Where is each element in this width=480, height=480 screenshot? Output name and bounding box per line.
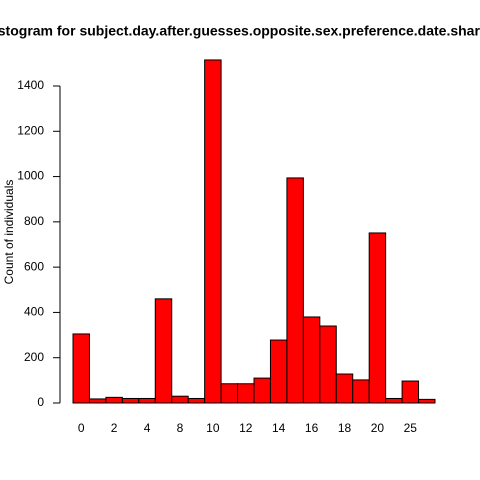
x-tick-label: 14 [272,421,286,435]
bar [138,397,156,404]
y-tick-label: 1400 [17,78,44,92]
bar [237,383,255,404]
bar [319,325,337,404]
chart-title: Histogram for subject.day.after.guesses.… [0,23,480,39]
bar [171,395,189,404]
x-tick-label: 0 [78,421,85,435]
bar [220,383,239,404]
bar [302,316,321,404]
x-tick-label: 16 [305,421,319,435]
x-tick-label: 18 [338,421,352,435]
x-tick-label: 20 [371,421,385,435]
bar [253,377,271,404]
y-tick-label: 1000 [17,169,44,183]
y-tick-label: 0 [37,395,44,409]
y-tick-label: 200 [24,350,44,364]
y-axis-label: Count of individuals [2,180,16,285]
bar [72,333,90,404]
y-tick-label: 600 [24,259,44,273]
bar [286,177,304,404]
bar [385,397,403,404]
bar [121,397,140,404]
bar [352,379,370,404]
x-tick-label: 12 [239,421,253,435]
bar [105,396,123,404]
bar [368,232,387,404]
bar [335,373,354,404]
y-tick-label: 800 [24,214,44,228]
y-tick-label: 1200 [17,123,44,137]
x-tick-label: 4 [144,421,151,435]
bar [154,298,173,404]
bar [187,397,206,404]
y-tick-label: 400 [24,305,44,319]
x-tick-label: 25 [404,421,418,435]
bar [204,59,222,404]
x-tick-label: 8 [177,421,184,435]
bar [269,339,288,404]
x-tick-label: 2 [111,421,118,435]
bar [418,398,436,404]
x-tick-label: 10 [206,421,220,435]
bar [88,398,107,404]
bar [401,380,420,404]
